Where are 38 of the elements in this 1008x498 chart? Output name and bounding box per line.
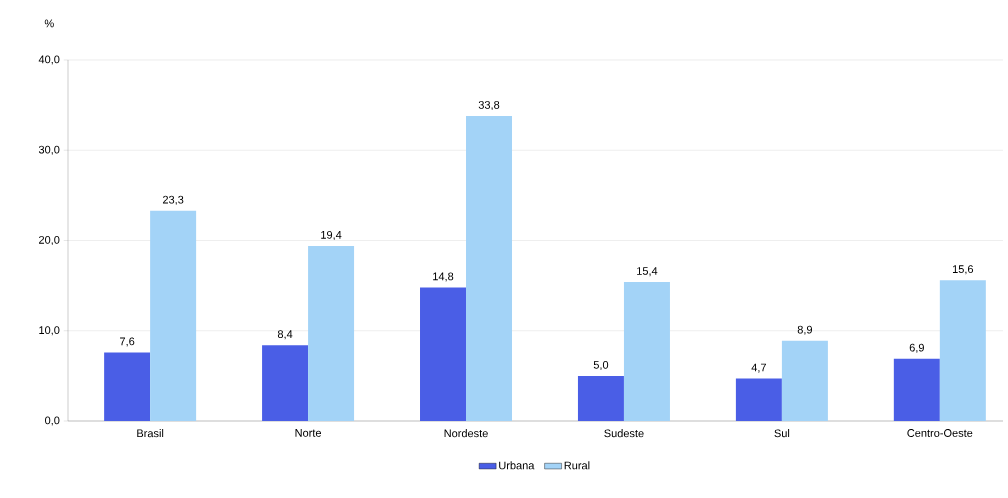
data-label: 15,6 [952,265,974,275]
legend-label: Urbana [499,461,535,470]
data-label: 19,4 [321,230,342,241]
data-label: 8,4 [277,330,293,340]
data-label: 23,3 [162,195,184,205]
bar [781,340,828,421]
x-tick-label: Centro-Oeste [907,429,973,437]
data-label: 14,8 [433,272,454,282]
x-tick-label: Sudeste [604,429,644,438]
y-tick-label: 40,0 [38,55,60,65]
bar [893,358,940,421]
legend-label: Rural [564,461,590,470]
data-label: 5,0 [593,360,609,371]
y-tick-label: 10,0 [39,326,60,336]
bar [735,378,782,421]
bar [623,282,670,421]
x-tick-label: Sul [774,429,790,438]
bar [577,375,624,421]
data-label: 4,7 [751,363,766,373]
bar [939,280,986,421]
bar [104,352,151,421]
x-tick-label: Norte [295,429,322,437]
y-tick-label: 20,0 [39,235,60,246]
y-tick-label: 30,0 [38,145,60,155]
data-label: 7,6 [120,337,135,347]
data-label: 33,8 [478,100,500,111]
data-label: 6,9 [909,343,924,353]
bar [308,245,355,421]
bar [466,115,513,421]
y-axis-title: % [44,19,54,28]
x-tick-label: Nordeste [444,429,488,438]
bar [262,345,309,421]
x-tick-label: Brasil [137,429,164,438]
bar [420,287,467,421]
y-tick-label: 0,0 [45,416,60,426]
data-label: 8,9 [797,325,813,335]
data-label: 15,4 [637,267,658,277]
bar [150,210,197,421]
